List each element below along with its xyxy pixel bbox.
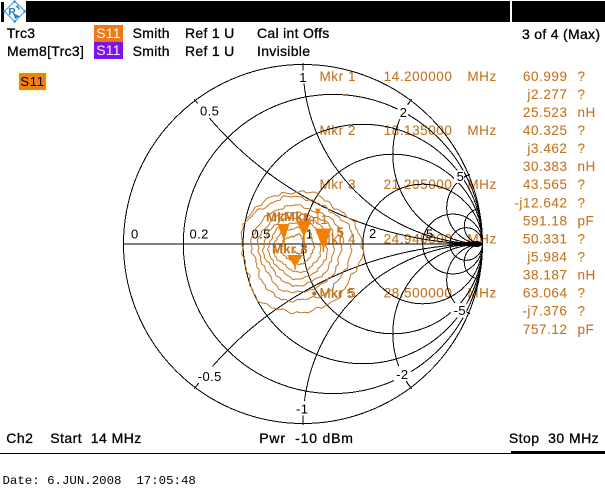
svg-text:-0.5: -0.5 <box>198 369 222 384</box>
svg-text:MHz: MHz <box>467 177 496 192</box>
svg-text:?: ? <box>578 231 586 246</box>
svg-text:63.064: 63.064 <box>523 286 568 301</box>
svg-text:j5.984: j5.984 <box>526 250 567 265</box>
svg-text:-1: -1 <box>296 402 308 417</box>
svg-text:?: ? <box>578 286 586 301</box>
svg-text:2: 2 <box>400 105 408 120</box>
svg-text:-j7.376: -j7.376 <box>522 304 567 319</box>
svg-text:R: R <box>8 6 16 18</box>
svg-text:1: 1 <box>306 227 314 242</box>
svg-text:28.500000: 28.500000 <box>384 286 453 301</box>
svg-text:5: 5 <box>426 227 434 242</box>
svg-text:MHz: MHz <box>467 69 496 84</box>
svg-text:pF: pF <box>578 213 595 228</box>
svg-text:Mkr 1: Mkr 1 <box>320 69 357 84</box>
svg-text:60.999: 60.999 <box>523 69 568 84</box>
svg-text:0.2: 0.2 <box>190 227 209 242</box>
svg-text:?: ? <box>578 87 586 102</box>
svg-text:?: ? <box>578 304 586 319</box>
svg-text:j3.462: j3.462 <box>526 141 567 156</box>
svg-text:nH: nH <box>578 105 596 120</box>
svg-text:j2.277: j2.277 <box>526 87 567 102</box>
svg-text:?: ? <box>578 177 586 192</box>
svg-text:pF: pF <box>578 322 595 337</box>
svg-text:MHz: MHz <box>467 123 496 138</box>
svg-text:nH: nH <box>578 159 596 174</box>
svg-text:1: 1 <box>299 70 307 85</box>
svg-text:?: ? <box>578 69 586 84</box>
svg-text:Mkr 2: Mkr 2 <box>320 123 357 138</box>
svg-text:?: ? <box>578 123 586 138</box>
svg-text:?: ? <box>578 141 586 156</box>
svg-text:50.331: 50.331 <box>523 231 568 246</box>
svg-text:-2: -2 <box>396 367 408 382</box>
svg-text:Mkr 5: Mkr 5 <box>320 286 357 301</box>
svg-text:5: 5 <box>457 169 465 184</box>
svg-text:?: ? <box>578 195 586 210</box>
svg-text:0.5: 0.5 <box>200 104 219 119</box>
svg-text:0: 0 <box>131 227 139 242</box>
svg-text:-j12.642: -j12.642 <box>514 195 567 210</box>
svg-text:2: 2 <box>369 226 377 241</box>
svg-text:43.565: 43.565 <box>523 177 568 192</box>
svg-text:Mkr 5: Mkr 5 <box>320 286 355 301</box>
svg-text:591.18: 591.18 <box>523 213 568 228</box>
svg-text:-5: -5 <box>454 303 466 318</box>
svg-text:nH: nH <box>578 268 596 283</box>
svg-text:757.12: 757.12 <box>523 322 568 337</box>
svg-text:38.187: 38.187 <box>523 268 568 283</box>
svg-text:?: ? <box>578 250 586 265</box>
svg-text:14.200000: 14.200000 <box>384 69 453 84</box>
svg-text:40.325: 40.325 <box>523 123 568 138</box>
svg-text:30.383: 30.383 <box>523 159 568 174</box>
svg-text:25.523: 25.523 <box>523 105 568 120</box>
